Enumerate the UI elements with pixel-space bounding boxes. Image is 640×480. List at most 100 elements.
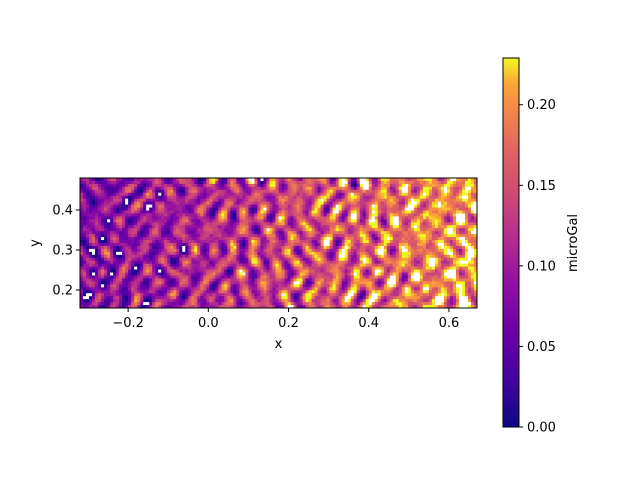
heatmap-cell [128,207,132,211]
heatmap-cell [461,254,466,259]
heatmap-cell [248,237,252,241]
heatmap-cell [413,204,418,208]
heatmap-cell [200,228,204,232]
heatmap-cell [404,266,409,270]
heatmap-cell [107,178,111,182]
heatmap-cell [473,186,478,191]
heatmap-cell [269,186,273,191]
heatmap-cell [191,251,195,256]
heatmap-cell [212,195,216,200]
heatmap-cell [362,269,367,273]
heatmap-cell [134,275,138,279]
heatmap-cell [173,251,177,256]
heatmap-cell [353,195,358,200]
heatmap-cell [122,207,126,211]
heatmap-cell [206,275,210,279]
heatmap-cell [179,260,183,265]
heatmap-cell [233,234,237,238]
heatmap-cell [188,186,192,191]
heatmap-cell [464,275,469,279]
heatmap-cell [179,251,183,256]
heatmap-cell [137,266,141,270]
heatmap-cell [392,251,397,256]
heatmap-cell [143,269,147,273]
heatmap-cell [308,272,312,276]
heatmap-cell [200,287,204,291]
heatmap-cell [341,216,346,220]
heatmap-cell [428,275,433,279]
heatmap-cell [185,237,189,241]
heatmap-cell [425,207,430,211]
heatmap-cell [401,213,406,217]
heatmap-cell [188,243,192,247]
heatmap-cell [245,180,249,185]
heatmap-cell [449,263,454,268]
heatmap-cell [473,240,478,244]
heatmap-cell [272,240,276,244]
heatmap-cell [440,201,445,205]
heatmap-cell [377,269,382,273]
heatmap-cell [320,183,325,188]
heatmap-cell [101,275,105,279]
heatmap-cell [377,219,382,223]
heatmap-cell [269,213,273,217]
heatmap-cell [449,275,454,279]
heatmap-cell [251,251,255,256]
heatmap-cell [419,269,424,273]
heatmap-cell [158,213,162,217]
heatmap-cell [122,180,126,185]
heatmap-cell [353,251,358,256]
heatmap-cell [170,266,174,270]
heatmap-cell [242,263,246,268]
heatmap-cell [284,263,288,268]
heatmap-cell [86,178,90,182]
heatmap-cell [335,207,340,211]
heatmap-cell [215,240,219,244]
heatmap-cell [86,278,90,282]
heatmap-cell [209,207,213,211]
heatmap-cell [173,237,177,241]
heatmap-cell [341,180,346,185]
heatmap-cell [359,263,364,268]
heatmap-cell [170,243,174,247]
heatmap-cell [293,189,297,194]
heatmap-cell [371,201,376,205]
heatmap-cell [284,178,288,182]
heatmap-cell [281,245,285,250]
heatmap-cell [416,192,421,197]
heatmap-cell [326,207,331,211]
heatmap-cell [266,192,270,197]
heatmap-cell [296,254,300,259]
heatmap-cell [233,287,237,291]
heatmap-cell [170,198,174,203]
heatmap-cell [83,251,87,256]
heatmap-cell [314,222,318,226]
heatmap-cell [407,178,412,182]
heatmap-cell [404,225,409,229]
heatmap-cell [374,275,379,279]
heatmap-cell [323,240,328,244]
heatmap-cell [194,180,198,185]
heatmap-cell [176,234,180,238]
heatmap-cell [392,183,397,188]
heatmap-cell [428,251,433,256]
heatmap-cell [428,183,433,188]
heatmap-cell [359,216,364,220]
heatmap-cell [458,180,463,185]
heatmap-cell [359,243,364,247]
heatmap-cell [374,248,379,253]
heatmap-cell [467,180,472,185]
heatmap-cell [206,237,210,241]
heatmap-cell [305,254,309,259]
heatmap-cell [146,272,150,276]
heatmap-cell [419,213,424,217]
heatmap-cell [326,254,331,259]
heatmap-cell [143,213,147,217]
heatmap-cell [296,237,300,241]
heatmap-cell [125,245,129,250]
heatmap-cell [419,222,424,226]
heatmap-cell [440,219,445,223]
heatmap-cell [380,195,385,200]
heatmap-cell [380,201,385,205]
heatmap-cell [140,281,144,285]
